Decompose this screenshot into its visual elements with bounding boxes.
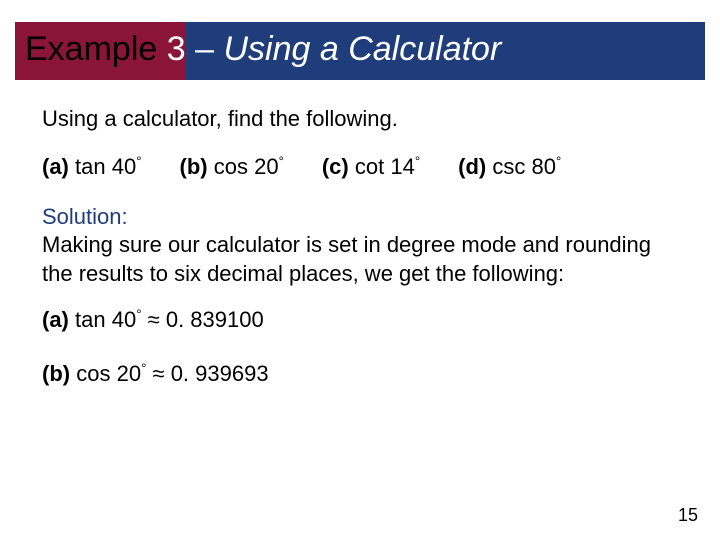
solution-label: Solution:	[42, 204, 128, 229]
problem-d: (d) csc 80°	[458, 153, 561, 181]
title-bar: Example 3 – Using a Calculator	[15, 22, 705, 80]
title-dash: –	[195, 30, 214, 68]
answer-a-arg: 40	[112, 307, 136, 332]
intro-text: Using a calculator, find the following.	[42, 105, 678, 133]
slide-body: Using a calculator, find the following. …	[42, 105, 678, 388]
answer-a-value: 0. 839100	[166, 307, 264, 332]
answer-a-fn: tan	[75, 307, 106, 332]
degree-icon: °	[141, 361, 146, 376]
slide-title: Example 3 – Using a Calculator	[25, 30, 501, 69]
degree-icon: °	[136, 306, 141, 321]
answer-b-arg: 20	[117, 361, 141, 386]
problem-b-label: (b)	[180, 154, 208, 179]
problem-c: (c) cot 14°	[322, 153, 420, 181]
degree-icon: °	[556, 154, 561, 169]
problem-c-label: (c)	[322, 154, 349, 179]
answer-b-fn: cos	[76, 361, 110, 386]
problem-d-arg: 80	[531, 154, 555, 179]
approx-icon: ≈	[152, 361, 164, 386]
title-number: 3	[167, 30, 186, 68]
problem-b-arg: 20	[254, 154, 278, 179]
solution-block: Solution: Making sure our calculator is …	[42, 203, 678, 287]
title-example: Example	[25, 30, 157, 68]
degree-icon: °	[415, 154, 420, 169]
problem-a-arg: 40	[112, 154, 136, 179]
problem-a-label: (a)	[42, 154, 69, 179]
degree-icon: °	[136, 154, 141, 169]
title-using-a: Using a	[223, 30, 338, 68]
problem-c-fn: cot	[355, 154, 384, 179]
problem-a-fn: tan	[75, 154, 106, 179]
title-calculator: Calculator	[348, 30, 501, 68]
degree-icon: °	[279, 154, 284, 169]
problem-a: (a) tan 40°	[42, 153, 142, 181]
page-number: 15	[678, 505, 698, 526]
answer-b-value: 0. 939693	[171, 361, 269, 386]
problem-b: (b) cos 20°	[180, 153, 284, 181]
answer-a: (a) tan 40° ≈ 0. 839100	[42, 306, 678, 334]
approx-icon: ≈	[148, 307, 160, 332]
problem-c-arg: 14	[390, 154, 414, 179]
answer-a-label: (a)	[42, 307, 69, 332]
problem-list: (a) tan 40° (b) cos 20° (c) cot 14° (d) …	[42, 153, 678, 181]
problem-d-fn: csc	[492, 154, 525, 179]
answer-b-label: (b)	[42, 361, 70, 386]
problem-d-label: (d)	[458, 154, 486, 179]
answer-b: (b) cos 20° ≈ 0. 939693	[42, 360, 678, 388]
solution-text: Making sure our calculator is set in deg…	[42, 232, 651, 285]
problem-b-fn: cos	[214, 154, 248, 179]
